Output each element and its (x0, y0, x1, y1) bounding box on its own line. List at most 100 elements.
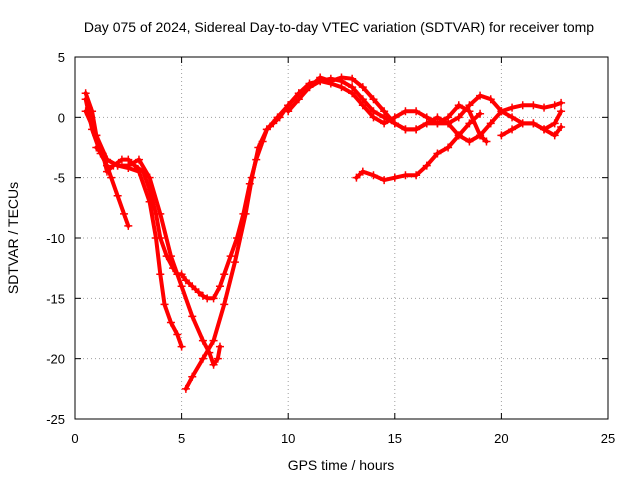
data-point (81, 89, 90, 98)
x-tick-label: 25 (601, 431, 615, 446)
data-point (401, 125, 410, 134)
data-point (181, 384, 190, 393)
data-point (194, 288, 203, 297)
data-point (433, 119, 442, 128)
data-point (540, 125, 549, 134)
data-point (160, 300, 169, 309)
series-track-4 (92, 143, 224, 369)
data-point (454, 101, 463, 110)
data-point (508, 113, 517, 122)
data-point (226, 252, 235, 261)
data-point (550, 101, 559, 110)
x-tick-label: 15 (388, 431, 402, 446)
x-tick-label: 10 (281, 431, 295, 446)
series-track-7 (352, 109, 485, 185)
data-point (316, 73, 325, 82)
data-point (92, 143, 101, 152)
data-point (173, 330, 182, 339)
data-point (337, 73, 346, 82)
data-point (198, 354, 207, 363)
x-tick-label: 0 (71, 431, 78, 446)
data-point (102, 167, 111, 176)
data-point (550, 119, 559, 128)
data-point (557, 107, 566, 116)
data-point (215, 342, 224, 351)
data-point (380, 176, 389, 185)
series-line (83, 109, 184, 349)
data-point (401, 171, 410, 180)
data-point (188, 312, 197, 321)
data-point (518, 101, 527, 110)
data-point (412, 171, 421, 180)
data-point (352, 173, 361, 182)
data-point (113, 191, 122, 200)
data-point (390, 119, 399, 128)
data-point (198, 291, 207, 300)
data-point (369, 113, 378, 122)
data-point (102, 155, 111, 164)
series-track-5 (181, 77, 566, 393)
data-point (107, 173, 116, 182)
data-point (247, 173, 256, 182)
y-tick-label: -20 (46, 352, 65, 367)
data-point (358, 101, 367, 110)
data-point (145, 173, 154, 182)
data-point (550, 131, 559, 140)
data-point (465, 119, 474, 128)
data-point (348, 74, 357, 83)
data-point (529, 119, 538, 128)
data-point (124, 161, 133, 170)
data-point (166, 252, 175, 261)
data-point (81, 107, 90, 116)
data-point (482, 137, 491, 146)
data-point (166, 318, 175, 327)
series-track-6 (284, 73, 491, 146)
data-point (124, 221, 133, 230)
y-tick-label: -15 (46, 291, 65, 306)
data-point (454, 113, 463, 122)
data-point (497, 107, 506, 116)
data-point (412, 107, 421, 116)
data-point (465, 137, 474, 146)
data-point (444, 113, 453, 122)
data-point (497, 131, 506, 140)
data-point (358, 167, 367, 176)
y-tick-label: -25 (46, 412, 65, 427)
data-point (433, 149, 442, 158)
data-point (412, 125, 421, 134)
data-point (518, 119, 527, 128)
data-point (476, 131, 485, 140)
data-point (181, 276, 190, 285)
data-point (220, 270, 229, 279)
data-point (188, 372, 197, 381)
data-point (113, 161, 122, 170)
data-point (284, 107, 293, 116)
data-point (422, 119, 431, 128)
data-point (273, 113, 282, 122)
data-point (326, 77, 335, 86)
data-point (380, 119, 389, 128)
data-point (262, 125, 271, 134)
data-point (476, 109, 485, 118)
data-point (529, 101, 538, 110)
data-point (220, 300, 229, 309)
data-point (557, 122, 566, 131)
series-layer (81, 73, 566, 393)
data-point (337, 83, 346, 92)
data-point (209, 294, 218, 303)
series-line (354, 111, 483, 183)
data-point (145, 197, 154, 206)
series-line (83, 76, 564, 301)
data-point (230, 258, 239, 267)
data-point (422, 161, 431, 170)
x-axis-label: GPS time / hours (288, 457, 395, 473)
data-point (177, 282, 186, 291)
data-point (198, 336, 207, 345)
y-tick-label: -10 (46, 231, 65, 246)
x-tick-label: 5 (178, 431, 185, 446)
chart-title: Day 075 of 2024, Sidereal Day-to-day VTE… (84, 19, 594, 35)
x-tick-label: 20 (494, 431, 508, 446)
data-point (508, 103, 517, 112)
data-point (134, 167, 143, 176)
y-tick-label: 0 (58, 110, 65, 125)
